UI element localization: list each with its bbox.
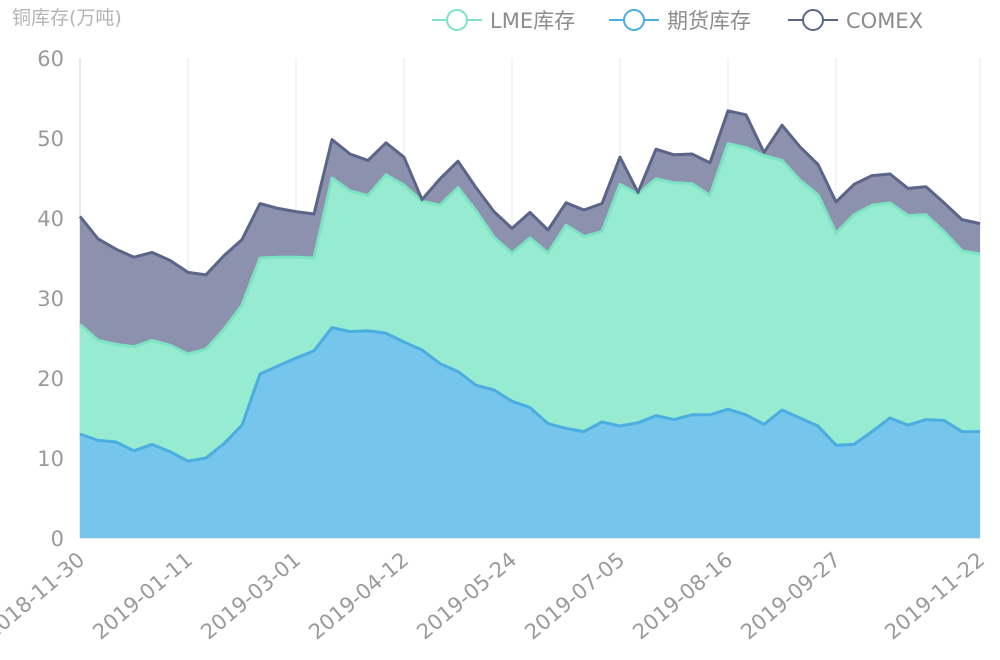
area-comex <box>80 110 980 354</box>
legend-circle-icon <box>623 9 645 31</box>
y-tick-label: 10 <box>37 447 64 471</box>
y-tick-label: 20 <box>37 367 64 391</box>
x-tick-label: 2019-01-11 <box>88 547 197 644</box>
x-tick-label: 2019-04-12 <box>304 547 413 644</box>
x-tick-label: 2019-11-22 <box>880 547 989 644</box>
legend-circle-icon <box>802 9 824 31</box>
legend-item-lme[interactable]: LME库存 <box>432 9 575 33</box>
legend-item-comex[interactable]: COMEX <box>788 9 923 33</box>
series-lines <box>78 109 981 463</box>
x-tick-label: 2019-03-01 <box>196 547 305 644</box>
x-tick-label: 2019-08-16 <box>628 547 737 644</box>
x-tick-label: 2019-05-24 <box>412 547 521 644</box>
x-tick-label: 2019-09-27 <box>736 547 845 644</box>
y-axis-unit-label: 铜库存(万吨) <box>12 7 122 29</box>
series-areas <box>80 110 980 538</box>
legend-label: COMEX <box>846 9 923 33</box>
y-tick-label: 30 <box>37 287 64 311</box>
y-tick-label: 60 <box>37 47 64 71</box>
line-comex <box>78 109 981 277</box>
legend-circle-icon <box>446 9 468 31</box>
x-tick-label: 2018-11-30 <box>0 547 89 644</box>
legend-item-futures[interactable]: 期货库存 <box>609 9 751 33</box>
y-tick-label: 50 <box>37 127 64 151</box>
line-lme <box>79 142 981 356</box>
legend-label: 期货库存 <box>667 9 751 33</box>
x-tick-label: 2019-07-05 <box>520 547 629 644</box>
legend-label: LME库存 <box>490 9 575 33</box>
line-futures <box>79 326 980 463</box>
x-axis: 2018-11-30 2019-01-11 2019-03-01 2019-04-12… <box>0 547 989 644</box>
legend[interactable]: LME库存 期货库存 COMEX <box>432 9 923 33</box>
y-tick-label: 0 <box>51 527 64 551</box>
y-axis: 0 10 20 30 40 50 60 <box>37 47 64 551</box>
y-tick-label: 40 <box>37 207 64 231</box>
area-futures <box>80 327 980 538</box>
area-lme <box>80 143 980 462</box>
